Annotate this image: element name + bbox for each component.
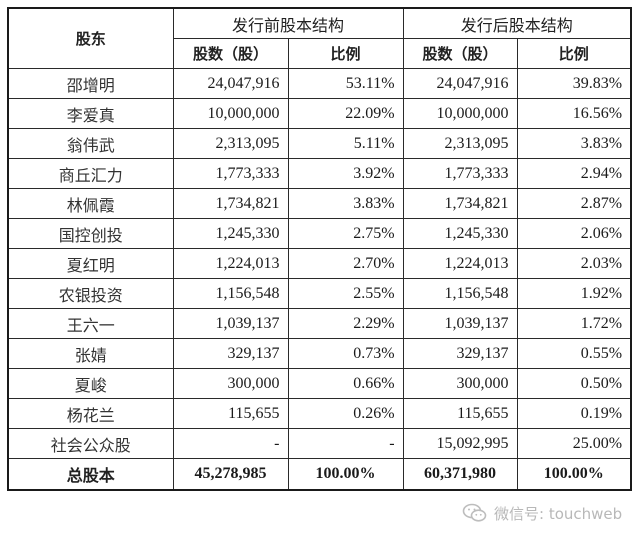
total-pre-ratio: 100.00% <box>287 458 404 491</box>
shareholder-name: 杨花兰 <box>7 398 174 429</box>
header-post-ratio: 比例 <box>516 38 632 69</box>
table-row: 夏红明 1,224,013 2.70% 1,224,013 2.03% <box>7 248 632 279</box>
shareholder-name: 社会公众股 <box>7 428 174 459</box>
table-row: 社会公众股 - -15,092,995 25.00% <box>7 428 632 459</box>
pre-issue-ratio: 3.83% <box>287 188 404 219</box>
shareholder-name: 农银投资 <box>7 278 174 309</box>
shareholding-table: 股东 发行前股本结构 发行后股本结构 股数（股） 比例 股数（股） 比例 邵增明… <box>7 7 633 491</box>
header-row-columns: 股数（股） 比例 股数（股） 比例 <box>8 38 632 69</box>
table-row: 李爱真 10,000,000 22.09% 10,000,000 16.56% <box>7 98 632 129</box>
watermark-text: 微信号: touchweb <box>494 504 623 523</box>
pre-issue-ratio: 22.09% <box>287 98 404 129</box>
shareholder-name: 林佩霞 <box>7 188 174 219</box>
post-issue-shares: 24,047,916 <box>402 68 518 99</box>
post-issue-ratio: 0.55% <box>516 338 632 369</box>
table-row: 邵增明 24,047,916 53.11% 24,047,916 39.83% <box>7 68 632 99</box>
post-issue-shares: 1,734,821 <box>402 188 518 219</box>
pre-issue-shares: 1,156,548 <box>172 278 289 309</box>
table-row: 翁伟武 2,313,095 5.11% 2,313,095 3.83% <box>7 128 632 159</box>
shareholder-name: 邵增明 <box>7 68 174 99</box>
pre-issue-ratio: 0.66% <box>287 368 404 399</box>
header-pre-issue: 发行前股本结构 <box>172 7 404 39</box>
post-issue-shares: 1,039,137 <box>402 308 518 339</box>
header-row-groups: 股东 发行前股本结构 发行后股本结构 <box>7 7 632 69</box>
pre-issue-ratio: - <box>287 428 404 459</box>
post-issue-ratio: 2.06% <box>516 218 632 249</box>
shareholder-name: 夏峻 <box>7 368 174 399</box>
post-issue-ratio: 2.03% <box>516 248 632 279</box>
post-issue-ratio: 25.00% <box>516 428 632 459</box>
pre-issue-ratio: 0.26% <box>287 398 404 429</box>
post-issue-shares: 15,092,995 <box>402 428 518 459</box>
header-post-issue: 发行后股本结构 <box>402 7 632 39</box>
pre-issue-shares: 1,773,333 <box>172 158 289 189</box>
pre-issue-shares: 1,039,137 <box>172 308 289 339</box>
header-post-shares: 股数（股） <box>402 38 518 69</box>
pre-issue-shares: 115,655 <box>172 398 289 429</box>
table-body: 邵增明 24,047,916 53.11% 24,047,916 39.83% 李爱真 10… <box>7 68 632 491</box>
post-issue-shares: 329,137 <box>402 338 518 369</box>
total-pre-shares: 45,278,985 <box>172 458 289 491</box>
pre-issue-shares: 1,245,330 <box>172 218 289 249</box>
post-issue-shares: 1,224,013 <box>402 248 518 279</box>
post-issue-shares: 1,773,333 <box>402 158 518 189</box>
pre-issue-shares: 10,000,000 <box>172 98 289 129</box>
shareholder-name: 国控创投 <box>7 218 174 249</box>
shareholder-name: 商丘汇力 <box>7 158 174 189</box>
shareholder-name: 王六一 <box>7 308 174 339</box>
pre-issue-shares: 24,047,916 <box>172 68 289 99</box>
total-post-ratio: 100.00% <box>516 458 632 491</box>
post-issue-ratio: 2.87% <box>516 188 632 219</box>
table-row: 农银投资 1,156,548 2.55% 1,156,548 1.92% <box>7 278 632 309</box>
post-issue-ratio: 0.50% <box>516 368 632 399</box>
post-issue-shares: 300,000 <box>402 368 518 399</box>
post-issue-ratio: 1.92% <box>516 278 632 309</box>
shareholder-name: 张婧 <box>7 338 174 369</box>
pre-issue-shares: 1,224,013 <box>172 248 289 279</box>
post-issue-shares: 115,655 <box>402 398 518 429</box>
header-pre-shares: 股数（股） <box>172 38 289 69</box>
table-row: 林佩霞 1,734,821 3.83% 1,734,821 2.87% <box>7 188 632 219</box>
pre-issue-shares: 329,137 <box>172 338 289 369</box>
post-issue-ratio: 2.94% <box>516 158 632 189</box>
pre-issue-shares: - <box>172 428 289 459</box>
table-row: 商丘汇力 1,773,333 3.92% 1,773,333 2.94% <box>7 158 632 189</box>
pre-issue-ratio: 2.70% <box>287 248 404 279</box>
pre-issue-ratio: 3.92% <box>287 158 404 189</box>
pre-issue-ratio: 2.75% <box>287 218 404 249</box>
post-issue-shares: 2,313,095 <box>402 128 518 159</box>
pre-issue-ratio: 5.11% <box>287 128 404 159</box>
table-row: 杨花兰 115,655 0.26% 115,655 0.19% <box>7 398 632 429</box>
total-post-shares: 60,371,980 <box>402 458 518 491</box>
pre-issue-ratio: 2.29% <box>287 308 404 339</box>
shareholder-name: 李爱真 <box>7 98 174 129</box>
shareholder-name: 夏红明 <box>7 248 174 279</box>
table-row: 张婧 329,137 0.73% 329,137 0.55% <box>7 338 632 369</box>
total-label: 总股本 <box>7 458 174 491</box>
table-row: 王六一 1,039,137 2.29% 1,039,137 1.72% <box>7 308 632 339</box>
post-issue-shares: 1,245,330 <box>402 218 518 249</box>
header-shareholder: 股东 <box>7 7 174 69</box>
wechat-icon <box>462 503 487 522</box>
header-pre-ratio: 比例 <box>287 38 404 69</box>
post-issue-ratio: 3.83% <box>516 128 632 159</box>
pre-issue-shares: 300,000 <box>172 368 289 399</box>
table-row: 夏峻 300,000 0.66% 300,000 0.50% <box>7 368 632 399</box>
post-issue-ratio: 0.19% <box>516 398 632 429</box>
pre-issue-ratio: 53.11% <box>287 68 404 99</box>
shareholder-name: 翁伟武 <box>7 128 174 159</box>
total-row: 总股本 45,278,985 100.00% 60,371,980 100.00% <box>7 458 632 491</box>
table-row: 国控创投 1,245,330 2.75% 1,245,330 2.06% <box>7 218 632 249</box>
post-issue-ratio: 16.56% <box>516 98 632 129</box>
pre-issue-shares: 2,313,095 <box>172 128 289 159</box>
post-issue-ratio: 1.72% <box>516 308 632 339</box>
watermark: 微信号: touchweb <box>462 502 622 524</box>
pre-issue-shares: 1,734,821 <box>172 188 289 219</box>
post-issue-shares: 10,000,000 <box>402 98 518 129</box>
pre-issue-ratio: 0.73% <box>287 338 404 369</box>
post-issue-ratio: 39.83% <box>516 68 632 99</box>
pre-issue-ratio: 2.55% <box>287 278 404 309</box>
post-issue-shares: 1,156,548 <box>402 278 518 309</box>
